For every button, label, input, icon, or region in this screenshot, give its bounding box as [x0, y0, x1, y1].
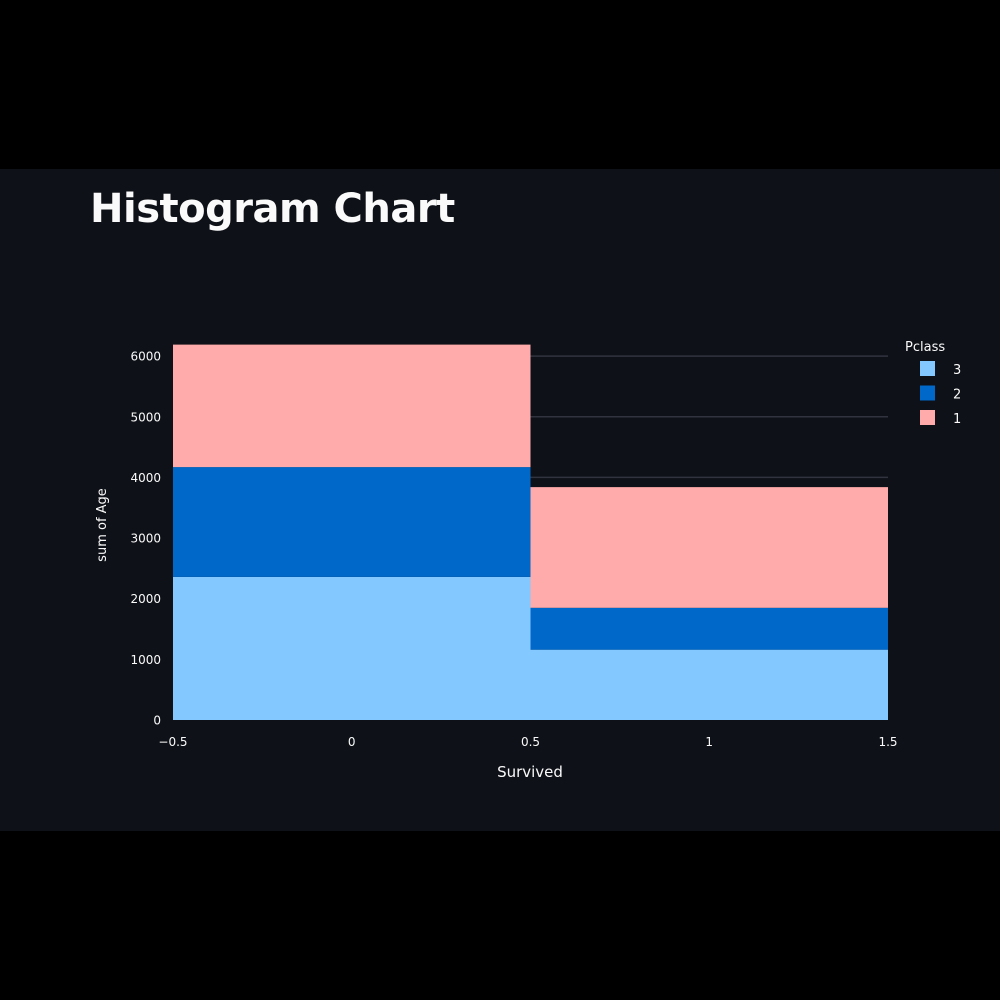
- bar-pclass-1-survived-1[interactable]: [530, 487, 889, 608]
- x-axis-ticks: −0.5 0 0.5 1 1.5: [158, 735, 897, 749]
- y-tick-label: 3000: [130, 532, 161, 546]
- bar-pclass-2-survived-0[interactable]: [173, 467, 531, 577]
- y-tick-label: 5000: [130, 410, 161, 424]
- y-tick-label: 0: [153, 714, 161, 728]
- x-tick-label: 0.5: [521, 735, 540, 749]
- y-tick-label: 1000: [130, 653, 161, 667]
- legend-label-2[interactable]: 2: [953, 388, 961, 403]
- x-tick-label: 1: [705, 735, 713, 749]
- legend[interactable]: Pclass 3 2 1: [905, 340, 961, 427]
- page-title: Histogram Chart: [90, 186, 455, 232]
- bar-pclass-2-survived-1[interactable]: [530, 607, 889, 650]
- bar-pclass-3-survived-1[interactable]: [530, 649, 889, 720]
- legend-label-3[interactable]: 3: [953, 363, 961, 378]
- x-tick-label: −0.5: [158, 735, 187, 749]
- legend-swatch-1[interactable]: [920, 410, 935, 425]
- y-tick-label: 6000: [130, 350, 161, 364]
- legend-swatch-3[interactable]: [920, 361, 935, 376]
- x-tick-label: 1.5: [878, 735, 897, 749]
- legend-title: Pclass: [905, 340, 945, 355]
- y-axis-title: sum of Age: [95, 488, 110, 562]
- y-axis-ticks: 0 1000 2000 3000 4000 5000 6000: [130, 350, 161, 728]
- x-tick-label: 0: [348, 735, 356, 749]
- y-tick-label: 2000: [130, 592, 161, 606]
- bar-pclass-1-survived-0[interactable]: [173, 344, 531, 468]
- y-tick-label: 4000: [130, 471, 161, 485]
- x-axis-title: Survived: [497, 763, 563, 781]
- legend-swatch-2[interactable]: [920, 385, 935, 401]
- bars[interactable]: [173, 344, 889, 720]
- bar-pclass-3-survived-0[interactable]: [173, 576, 531, 720]
- legend-label-1[interactable]: 1: [953, 412, 961, 427]
